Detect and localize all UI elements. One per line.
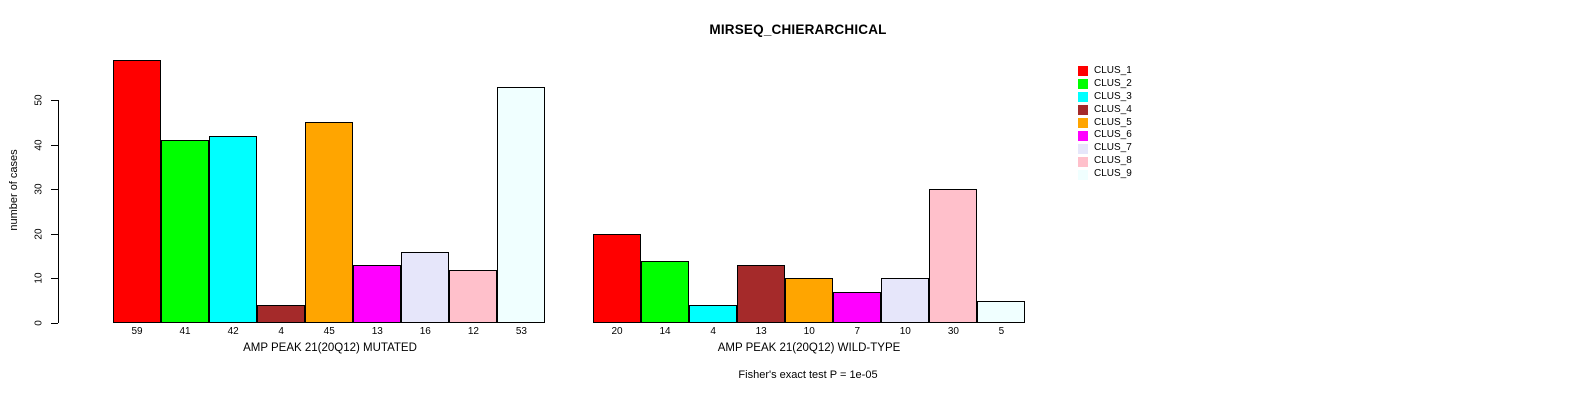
bar-clus_3-group0 [209, 135, 258, 323]
y-tick-mark [51, 323, 58, 324]
legend-swatch-icon [1078, 130, 1088, 141]
legend-item-clus_8: CLUS_8 [1078, 155, 1132, 168]
legend-label: CLUS_2 [1094, 77, 1132, 89]
bar-value-label: 10 [899, 326, 911, 337]
bar-value-label: 30 [947, 326, 959, 337]
legend-label: CLUS_6 [1094, 129, 1132, 141]
bar-clus_7-group0 [401, 251, 450, 323]
bar-value-label: 16 [419, 326, 431, 337]
bar-clus_8-group1 [929, 189, 978, 323]
y-tick-label: 30 [33, 183, 45, 195]
bar-clus_9-group1 [977, 300, 1026, 323]
bar-value-label: 59 [131, 326, 143, 337]
legend-label: CLUS_5 [1094, 116, 1132, 128]
legend-label: CLUS_4 [1094, 103, 1132, 115]
y-tick-label: 40 [33, 139, 45, 151]
legend: CLUS_1 CLUS_2 CLUS_3 CLUS_4 CLUS_5 CLUS_6 CLUS… [1078, 65, 1132, 181]
bar-clus_5-group1 [785, 278, 834, 323]
bar-value-label: 20 [611, 326, 623, 337]
y-axis-title: number of cases [8, 149, 20, 231]
legend-label: CLUS_3 [1094, 90, 1132, 102]
bar-value-label: 13 [371, 326, 383, 337]
bar-value-label: 5 [998, 326, 1005, 337]
legend-item-clus_9: CLUS_9 [1078, 168, 1132, 181]
chart-title: MIRSEQ_CHIERARCHICAL [709, 22, 887, 37]
bar-value-label: 53 [515, 326, 527, 337]
y-axis-line [58, 100, 59, 323]
legend-item-clus_2: CLUS_2 [1078, 78, 1132, 91]
bar-clus_1-group1 [593, 233, 642, 323]
y-tick-mark [51, 189, 58, 191]
bar-value-label: 10 [803, 326, 815, 337]
legend-item-clus_7: CLUS_7 [1078, 142, 1132, 155]
x-axis-label-wildtype: AMP PEAK 21(20Q12) WILD-TYPE [717, 342, 901, 354]
legend-item-clus_3: CLUS_3 [1078, 91, 1132, 104]
bar-value-label: 13 [755, 326, 767, 337]
y-tick-mark [51, 233, 58, 235]
bar-value-label: 4 [710, 326, 716, 337]
legend-item-clus_6: CLUS_6 [1078, 129, 1132, 142]
y-tick-label: 10 [33, 272, 45, 284]
bar-value-label: 42 [227, 326, 239, 337]
legend-label: CLUS_8 [1094, 155, 1132, 167]
y-tick-label: 50 [33, 94, 45, 106]
bar-value-label: 41 [179, 326, 191, 337]
bar-value-label: 12 [467, 326, 479, 337]
bar-clus_1-group0 [113, 59, 162, 323]
legend-swatch-icon [1078, 169, 1088, 180]
bar-clus_3-group1 [689, 305, 738, 323]
legend-swatch-icon [1078, 79, 1088, 90]
legend-item-clus_5: CLUS_5 [1078, 117, 1132, 130]
bar-clus_2-group1 [641, 260, 690, 323]
bar-clus_7-group1 [881, 278, 930, 323]
y-tick-mark [51, 100, 58, 102]
legend-swatch-icon [1078, 92, 1088, 103]
x-axis-label-mutated: AMP PEAK 21(20Q12) MUTATED [243, 342, 417, 354]
bar-clus_6-group1 [833, 291, 882, 323]
bar-clus_9-group0 [497, 86, 546, 323]
bar-value-label: 45 [323, 326, 335, 337]
fisher-test-caption: Fisher's exact test P = 1e-05 [738, 369, 878, 381]
bar-clus_2-group0 [161, 140, 210, 323]
legend-item-clus_1: CLUS_1 [1078, 65, 1132, 78]
bar-clus_6-group0 [353, 265, 402, 323]
legend-label: CLUS_9 [1094, 168, 1132, 180]
legend-item-clus_4: CLUS_4 [1078, 104, 1132, 117]
y-tick-mark [51, 144, 58, 146]
bar-value-label: 4 [278, 326, 284, 337]
bar-clus_4-group1 [737, 265, 786, 323]
legend-swatch-icon [1078, 66, 1088, 77]
legend-swatch-icon [1078, 156, 1088, 167]
bar-clus_4-group0 [257, 305, 306, 323]
legend-swatch-icon [1078, 105, 1088, 116]
bar-clus_8-group0 [449, 269, 498, 323]
legend-label: CLUS_7 [1094, 142, 1132, 154]
legend-swatch-icon [1078, 118, 1088, 128]
y-tick-label: 20 [33, 228, 45, 240]
legend-swatch-icon [1078, 143, 1088, 154]
y-tick-mark [51, 278, 58, 280]
y-tick-label: 0 [33, 320, 45, 326]
bar-clus_5-group0 [305, 122, 354, 323]
bar-value-label: 14 [659, 326, 671, 337]
bar-value-label: 7 [854, 326, 861, 337]
legend-label: CLUS_1 [1094, 65, 1132, 76]
